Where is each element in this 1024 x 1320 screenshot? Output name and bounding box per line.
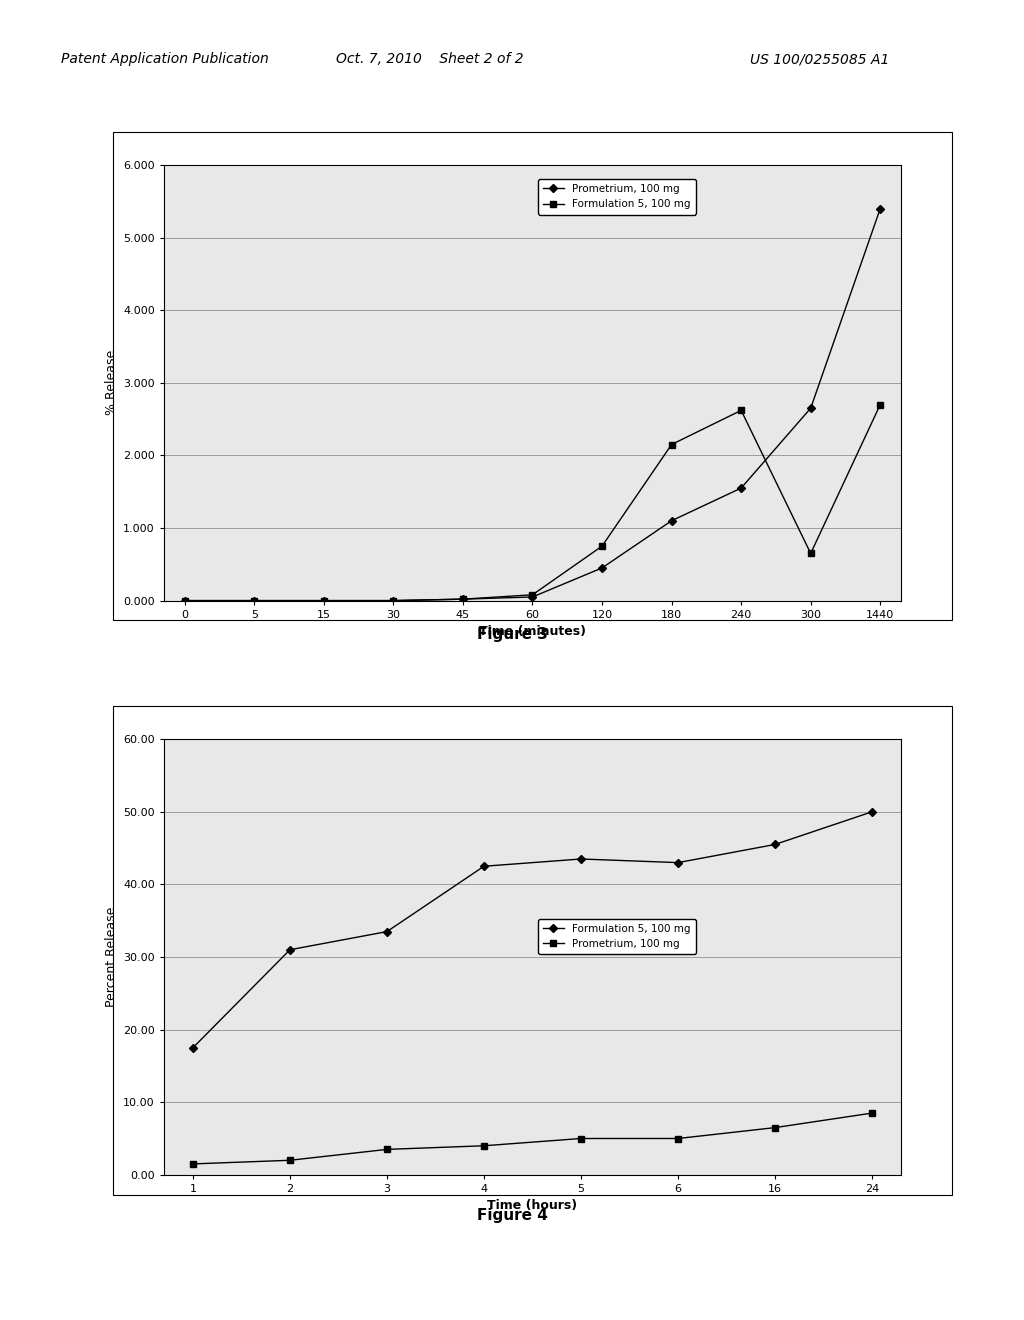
Text: Figure 4: Figure 4 <box>476 1208 548 1222</box>
Formulation 5, 100 mg <box>526 587 539 603</box>
Line: Formulation 5, 100 mg: Formulation 5, 100 mg <box>182 401 883 603</box>
Formulation 5, 100 mg <box>574 851 587 867</box>
Text: Patent Application Publication: Patent Application Publication <box>61 53 269 66</box>
Formulation 5, 100 mg <box>672 855 684 871</box>
Formulation 5, 100 mg <box>874 396 887 412</box>
X-axis label: Time (hours): Time (hours) <box>487 1200 578 1212</box>
Prometrium, 100 mg <box>317 593 330 609</box>
Prometrium, 100 mg <box>178 593 190 609</box>
Legend: Formulation 5, 100 mg, Prometrium, 100 mg: Formulation 5, 100 mg, Prometrium, 100 m… <box>538 919 695 954</box>
Formulation 5, 100 mg <box>248 593 260 609</box>
Y-axis label: % Release: % Release <box>104 350 118 416</box>
Prometrium, 100 mg <box>805 400 817 416</box>
Formulation 5, 100 mg <box>735 403 748 418</box>
Prometrium, 100 mg <box>596 560 608 576</box>
Line: Prometrium, 100 mg: Prometrium, 100 mg <box>182 206 883 603</box>
Prometrium, 100 mg <box>478 1138 490 1154</box>
Text: US 100/0255085 A1: US 100/0255085 A1 <box>750 53 889 66</box>
Prometrium, 100 mg <box>381 1142 393 1158</box>
Prometrium, 100 mg <box>672 1130 684 1146</box>
Prometrium, 100 mg <box>769 1119 781 1135</box>
Text: Figure 3: Figure 3 <box>476 627 548 642</box>
Prometrium, 100 mg <box>735 480 748 496</box>
Prometrium, 100 mg <box>666 512 678 528</box>
Formulation 5, 100 mg <box>186 1040 199 1056</box>
Prometrium, 100 mg <box>526 589 539 605</box>
Prometrium, 100 mg <box>457 591 469 607</box>
Prometrium, 100 mg <box>387 593 399 609</box>
Formulation 5, 100 mg <box>457 591 469 607</box>
Prometrium, 100 mg <box>866 1105 879 1121</box>
Prometrium, 100 mg <box>186 1156 199 1172</box>
Prometrium, 100 mg <box>248 593 260 609</box>
Formulation 5, 100 mg <box>805 545 817 561</box>
Formulation 5, 100 mg <box>381 924 393 940</box>
Formulation 5, 100 mg <box>666 437 678 453</box>
Prometrium, 100 mg <box>284 1152 296 1168</box>
X-axis label: Time (minutes): Time (minutes) <box>479 626 586 638</box>
Line: Formulation 5, 100 mg: Formulation 5, 100 mg <box>190 809 874 1051</box>
Y-axis label: Percent Release: Percent Release <box>104 907 118 1007</box>
Formulation 5, 100 mg <box>769 837 781 853</box>
Text: Oct. 7, 2010    Sheet 2 of 2: Oct. 7, 2010 Sheet 2 of 2 <box>336 53 524 66</box>
Formulation 5, 100 mg <box>866 804 879 820</box>
Formulation 5, 100 mg <box>178 593 190 609</box>
Formulation 5, 100 mg <box>317 593 330 609</box>
Formulation 5, 100 mg <box>478 858 490 874</box>
Line: Prometrium, 100 mg: Prometrium, 100 mg <box>190 1110 874 1167</box>
Formulation 5, 100 mg <box>387 593 399 609</box>
Legend: Prometrium, 100 mg, Formulation 5, 100 mg: Prometrium, 100 mg, Formulation 5, 100 m… <box>538 180 695 215</box>
Prometrium, 100 mg <box>574 1130 587 1146</box>
Formulation 5, 100 mg <box>596 539 608 554</box>
Prometrium, 100 mg <box>874 201 887 216</box>
Formulation 5, 100 mg <box>284 942 296 958</box>
